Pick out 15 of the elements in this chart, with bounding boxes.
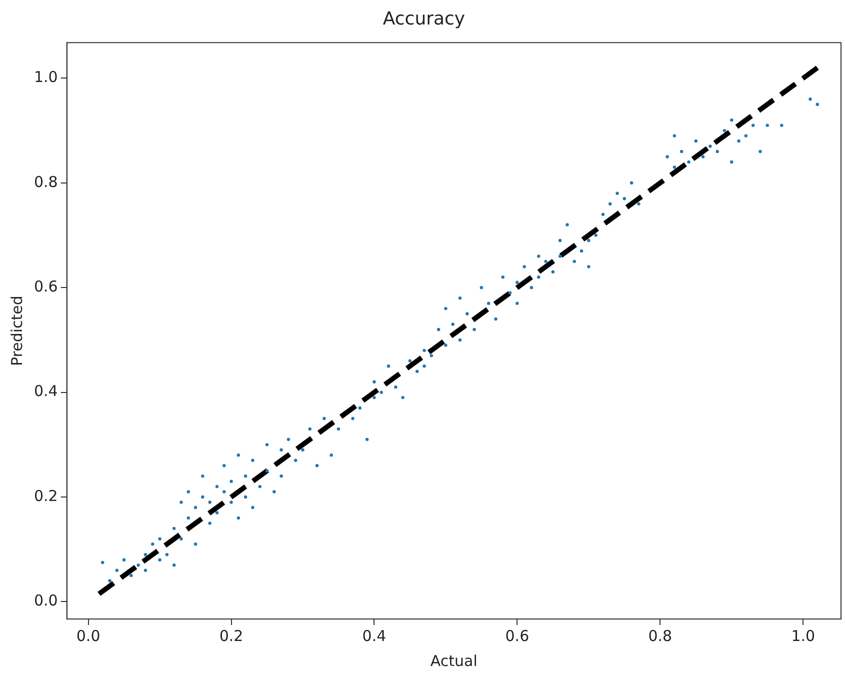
y-tick-label: 0.6 <box>34 278 58 296</box>
y-tick-label: 1.0 <box>34 68 58 86</box>
x-tick-label: 0.6 <box>505 626 530 645</box>
x-tick-label: 0.0 <box>76 626 100 645</box>
x-tick-label: 0.2 <box>219 626 244 645</box>
y-axis-title: Predicted <box>8 296 26 366</box>
y-tick-label: 0.0 <box>34 592 58 610</box>
chart-title: Accuracy <box>382 8 466 30</box>
x-tick-label: 0.8 <box>648 626 672 645</box>
y-tick-label: 0.8 <box>34 172 58 191</box>
x-tick-label: 0.4 <box>362 626 386 645</box>
x-tick-label: 1.0 <box>791 626 816 645</box>
y-tick-label: 0.2 <box>34 486 58 505</box>
y-tick-label: 0.4 <box>34 382 58 400</box>
x-axis-title: Actual <box>430 652 478 670</box>
